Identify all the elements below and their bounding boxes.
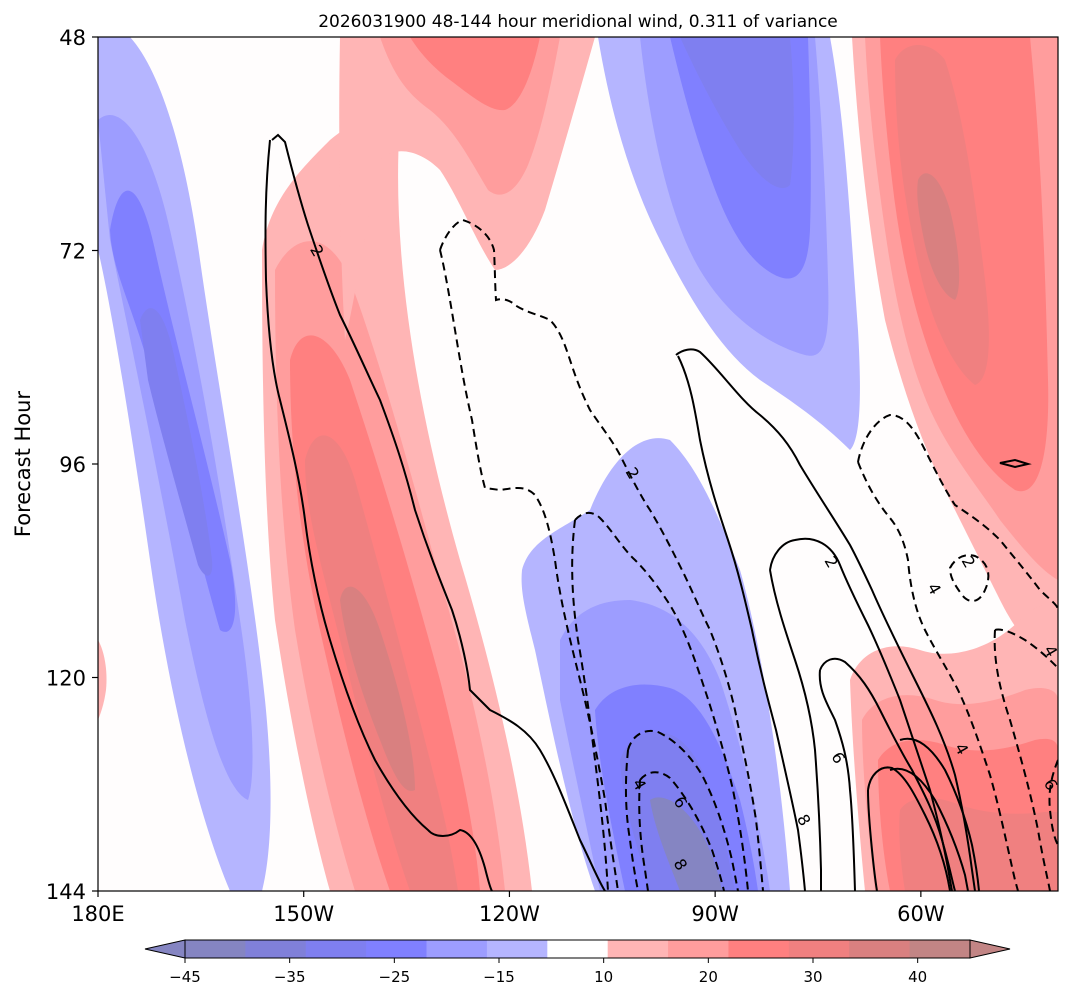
contour-solid-east-1: [675, 348, 976, 891]
contour-solid-west: [271, 133, 606, 891]
contour-dashed-east-1: [857, 413, 1058, 611]
contour-solid-west-inner: [264, 139, 493, 891]
x-axis: 180E 150W 120W 90W 60W: [71, 891, 945, 926]
y-tick-label: 144: [46, 880, 86, 904]
contour-dashed-central-2: [574, 512, 749, 891]
shade-red-east-deep: [917, 173, 960, 300]
colorbar-bin: [305, 940, 367, 958]
contour-dashed-east-2: [994, 628, 1058, 669]
colorbar-bin: [607, 940, 669, 958]
x-tick-label: 60W: [897, 902, 945, 926]
negative-anomaly-shading: [98, 37, 860, 891]
contour-solid-east-10: [899, 737, 980, 891]
contour-solid-east-7: [867, 766, 951, 891]
shade-blue-west-core: [140, 308, 213, 576]
colorbar-tick-label: −25: [379, 968, 411, 986]
colorbar-bin: [486, 940, 548, 958]
colorbar-tick-label: 20: [699, 968, 718, 986]
y-tick-label: 48: [59, 26, 86, 50]
x-tick-label: 180E: [71, 902, 124, 926]
colorbar-bin: [245, 940, 307, 958]
colorbar-bin: [366, 940, 428, 958]
colorbar-bin: [788, 940, 850, 958]
contour-solid-east-2: [677, 355, 806, 891]
colorbar-bin: [909, 940, 971, 958]
chart-title: 2026031900 48-144 hour meridional wind, …: [318, 12, 838, 32]
x-tick-label: 120W: [479, 902, 540, 926]
colorbar-tick-label: −45: [169, 968, 201, 986]
y-tick-label: 72: [59, 240, 86, 264]
colorbar-tick-label: 10: [594, 968, 613, 986]
contour-solid-east-8: [867, 789, 878, 891]
positive-anomaly-shading: [98, 37, 1058, 891]
contour-solid-east-6: [818, 669, 856, 891]
colorbar-bin: [426, 940, 488, 958]
contour-dashed-east-4: [1048, 759, 1058, 846]
colorbar-extend-max: [969, 939, 1011, 959]
colorbar-tick-label: 30: [803, 968, 822, 986]
contour-solid-east-9: [889, 767, 969, 891]
colorbar-extend-min: [144, 939, 186, 959]
shade-red-west-deep: [340, 586, 415, 791]
contour-lines: [264, 133, 1032, 891]
colorbar-bin: [849, 940, 911, 958]
shade-red-north-inner: [410, 37, 540, 111]
contour-dashed-central-outer: [439, 218, 764, 891]
colorbar-tick-label: 40: [908, 968, 927, 986]
colorbar-frame: [184, 939, 971, 959]
colorbar-bin: [668, 940, 729, 958]
contour-dashed-central-3: [627, 730, 739, 891]
x-tick-label: 150W: [273, 902, 334, 926]
colorbar: −45 −35 −25 −15 10 20 30 40: [144, 939, 1011, 986]
y-axis: 48 72 96 120 144: [46, 26, 98, 904]
colorbar-bin: [185, 940, 246, 958]
contour-dashed-central-2-left: [571, 519, 609, 891]
y-tick-label: 120: [46, 667, 86, 691]
contour-solid-east-5: [819, 657, 956, 891]
contour-dashed-lines: [439, 218, 1058, 891]
contour-dashed-east-1b: [857, 461, 1019, 891]
colorbar-tick-label: −35: [274, 968, 306, 986]
colorbar-tick-label: −15: [483, 968, 515, 986]
contour-dashed-east-2b: [993, 629, 1051, 891]
shade-blue-north-core: [680, 37, 794, 189]
colorbar-bin: [547, 940, 609, 958]
y-tick-label: 96: [59, 453, 86, 477]
contour-solid-east-closed: [999, 458, 1032, 469]
contour-dashed-central-4: [639, 771, 725, 891]
x-tick-label: 90W: [691, 902, 739, 926]
contour-dashed-east-3: [948, 554, 990, 602]
y-axis-label: Forecast Hour: [11, 391, 35, 537]
contour-solid-east-4: [769, 569, 822, 891]
colorbar-bin: [728, 940, 790, 958]
contour-dashed-central-left: [439, 249, 619, 891]
shade-red-edge-sliver: [98, 640, 107, 720]
shade-blue-south-deep: [650, 797, 722, 891]
